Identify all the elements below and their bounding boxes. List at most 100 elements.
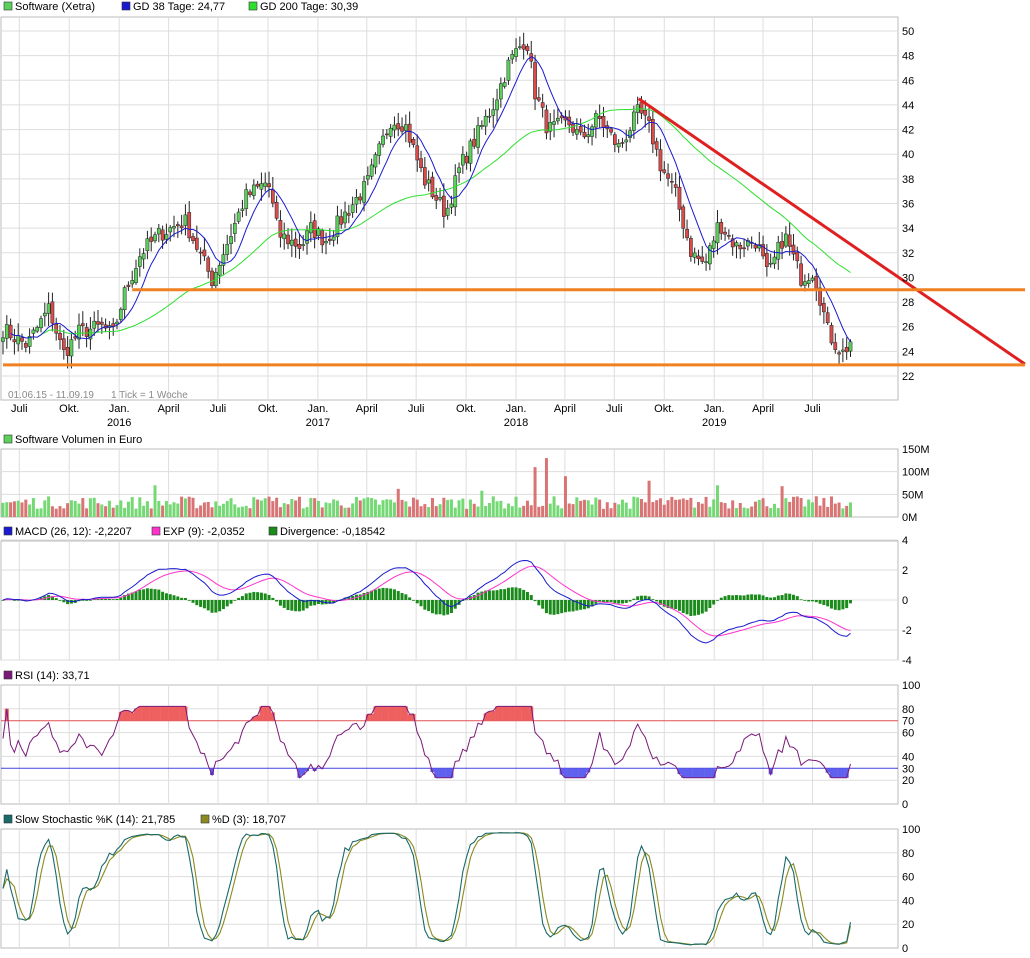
volume-bar: [776, 508, 780, 517]
divergence-bar: [282, 600, 286, 608]
divergence-bar: [404, 594, 408, 600]
rsi-oversold-fill: [677, 768, 682, 775]
volume-bar: [480, 490, 484, 517]
candle-body: [457, 167, 461, 173]
divergence-bar: [491, 590, 495, 600]
rsi-oversold-fill: [582, 768, 587, 778]
divergence-bar: [848, 600, 852, 604]
candle-body: [537, 97, 541, 101]
candle-body: [544, 109, 549, 134]
divergence-bar: [297, 600, 301, 612]
divergence-bar: [62, 600, 66, 603]
divergence-bar: [438, 600, 442, 615]
candle-body: [476, 125, 480, 148]
divergence-bar: [385, 588, 389, 600]
divergence-bar: [366, 591, 370, 600]
rsi-oversold-fill: [704, 768, 709, 778]
volume-y-tick-label: 0M: [902, 512, 917, 524]
x-axis-labels: Juli Okt. Jan. April Juli Okt. Jan. April Juli Ok…: [11, 403, 821, 429]
volume-bar: [620, 499, 624, 517]
divergence-bar: [822, 600, 826, 606]
volume-bar: [613, 502, 617, 517]
rsi-overbought-fill: [126, 710, 131, 721]
legend-swatch-volume: [3, 434, 13, 444]
volume-bar: [643, 502, 647, 517]
volume-bar: [275, 497, 279, 517]
divergence-bar: [788, 593, 792, 600]
volume-bar: [449, 499, 453, 517]
divergence-bar: [780, 595, 784, 600]
legend-swatch-price: [3, 1, 13, 11]
volume-bar: [256, 499, 260, 517]
price-y-tick-label: 24: [902, 346, 914, 358]
divergence-bar: [799, 599, 803, 601]
rsi-overbought-fill: [255, 715, 260, 721]
volume-bar: [358, 500, 362, 517]
volume-bar: [221, 503, 225, 517]
divergence-bar: [392, 589, 396, 600]
candle-body: [445, 207, 450, 216]
candle-body: [118, 308, 123, 320]
volume-bar: [556, 505, 560, 517]
candle-body: [301, 244, 306, 247]
volume-bar: [309, 497, 313, 517]
candle-body: [590, 126, 594, 137]
volume-bar: [187, 496, 191, 517]
rsi-overbought-fill: [168, 706, 173, 721]
macd-y-ticks: 4 2 0 -2 -4: [902, 535, 912, 667]
divergence-bar: [104, 598, 108, 600]
price-y-ticks: 50 48 46 44 42 40 38 36 34 32 30 28 26 24 22: [902, 26, 914, 383]
rsi-y-tick-label: 0: [902, 799, 908, 811]
divergence-bar: [772, 597, 776, 600]
candle-body: [613, 134, 617, 145]
divergence-bar: [229, 600, 233, 604]
candle-body: [829, 325, 834, 344]
candle-body: [711, 240, 716, 249]
volume-bar: [434, 506, 438, 517]
volume-bar: [423, 504, 427, 517]
candle-body: [369, 164, 374, 177]
divergence-bar: [214, 600, 218, 613]
divergence-bar: [617, 600, 621, 604]
candle-body: [267, 183, 271, 188]
gd200-line: [40, 108, 851, 335]
divergence-bar: [529, 595, 533, 600]
volume-bar: [510, 506, 514, 517]
candle-body: [61, 338, 66, 350]
rsi-line: [2, 705, 851, 779]
volume-bar: [746, 508, 750, 517]
volume-bar: [240, 506, 244, 517]
volume-bar: [183, 498, 187, 517]
legend-volume: Software Volumen in Euro: [15, 434, 142, 446]
candle-body: [803, 281, 807, 286]
divergence-bar: [750, 594, 754, 600]
candle-body: [289, 239, 294, 246]
candle-body: [194, 237, 199, 250]
divergence-bar: [183, 597, 187, 600]
volume-bar: [69, 500, 73, 517]
macd-y-tick-label: -4: [902, 655, 912, 667]
candle-body: [164, 234, 169, 240]
volume-bar: [347, 507, 351, 517]
rsi-oversold-fill: [685, 768, 690, 778]
divergence-bar: [271, 597, 275, 600]
volume-bar: [149, 508, 153, 517]
candle-body: [225, 244, 230, 255]
divergence-bar: [651, 599, 655, 600]
divergence-bar: [544, 600, 548, 614]
candle-body: [525, 46, 530, 52]
volume-bar: [772, 503, 776, 517]
rsi-oversold-fill: [559, 768, 564, 775]
divergence-bar: [487, 590, 491, 600]
divergence-bar: [130, 592, 134, 600]
divergence-bar: [138, 589, 142, 600]
candle-body: [806, 280, 811, 285]
candle-body: [681, 206, 686, 229]
divergence-bar: [601, 600, 605, 603]
candle-body: [244, 189, 249, 209]
divergence-bar: [1, 600, 5, 601]
volume-bar: [438, 504, 442, 517]
volume-bar: [88, 498, 92, 517]
rsi-overbought-fill: [145, 706, 150, 721]
candle-body: [392, 124, 397, 131]
